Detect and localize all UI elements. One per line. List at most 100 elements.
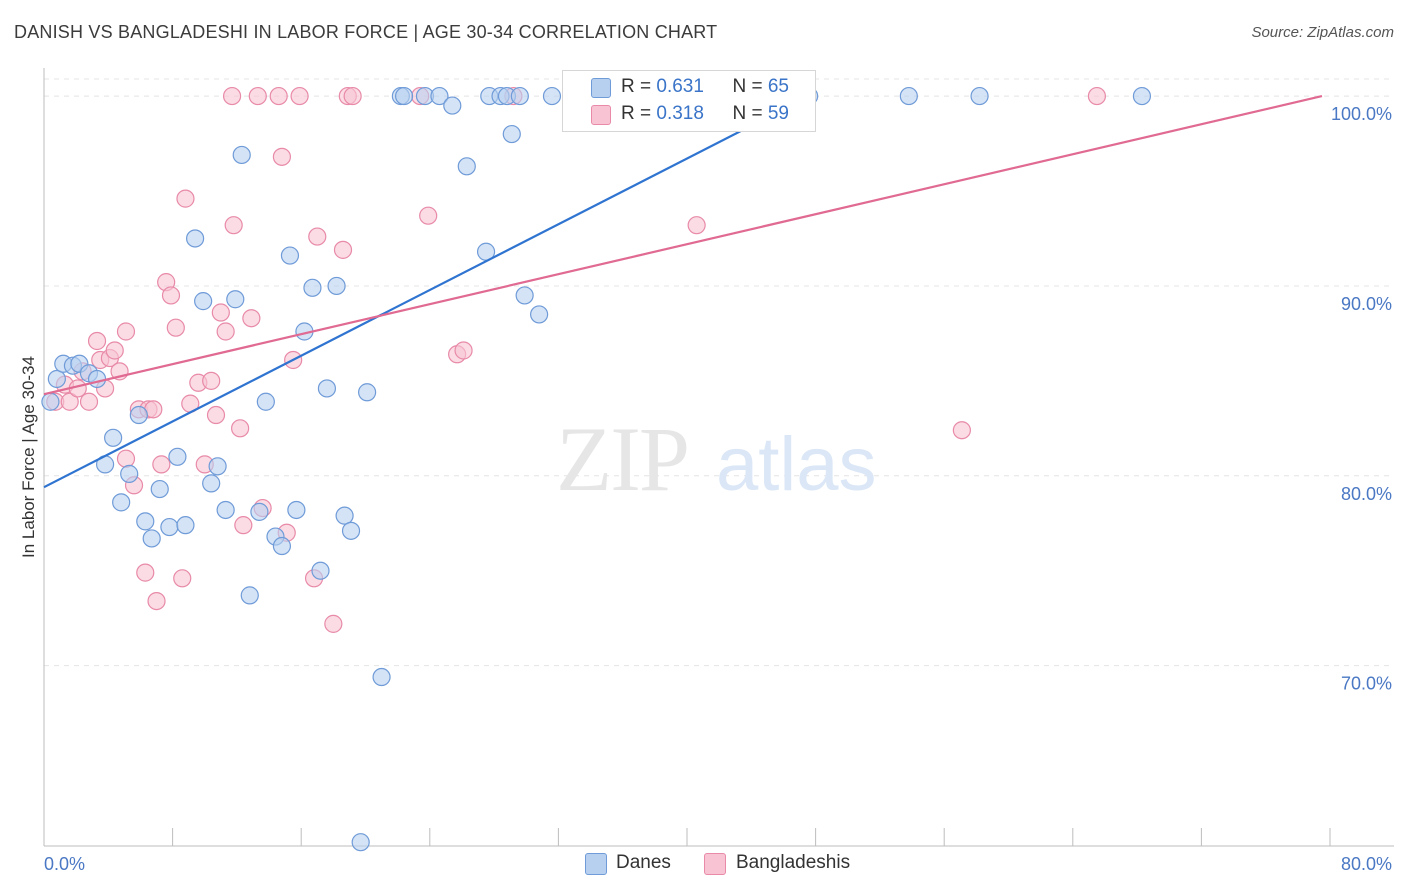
- watermark-atlas: atlas: [716, 422, 877, 507]
- danes-point: [515, 286, 534, 305]
- gridlines: [44, 78, 1394, 667]
- y-tick-labels: 70.0% 80.0% 90.0% 100.0%: [1331, 104, 1392, 694]
- bangladeshis-point: [211, 303, 230, 322]
- bangladeshis-point: [105, 341, 124, 360]
- danes-point: [502, 124, 521, 144]
- bangladeshis-point: [419, 206, 438, 225]
- danes-point: [112, 493, 131, 512]
- bangladeshis-point: [272, 147, 292, 166]
- bangladeshis-point: [248, 86, 267, 106]
- danes-point: [142, 529, 161, 548]
- danes-point: [430, 86, 449, 106]
- bangladeshis-point: [269, 86, 288, 106]
- legend-bangladeshis-r-label: R =: [621, 103, 657, 124]
- bangladeshis-point: [308, 227, 327, 246]
- watermark: ZIP atlas: [556, 408, 877, 510]
- chart-title: DANISH VS BANGLADESHI IN LABOR FORCE | A…: [14, 22, 718, 42]
- bangladeshis-point: [176, 189, 195, 208]
- legend-row-bangladeshis: R = 0.318 N = 59: [621, 103, 789, 125]
- trend-lines: [43, 95, 1323, 489]
- bangladeshis-point: [687, 216, 706, 235]
- watermark-zip: ZIP: [556, 408, 688, 510]
- bangladeshis-point: [234, 516, 253, 535]
- bangladeshis-point: [87, 331, 107, 351]
- danes-point: [150, 479, 169, 499]
- bangladeshis-point: [116, 449, 136, 468]
- danes-point: [168, 447, 187, 466]
- y-tick-label: 100.0%: [1331, 104, 1392, 124]
- bangladeshis-point: [343, 86, 362, 106]
- legend-bangladeshis-n-label: N =: [732, 103, 768, 124]
- danes-point: [510, 86, 529, 106]
- danes-point: [160, 517, 179, 537]
- bangladeshis-point: [242, 309, 261, 328]
- axes: [43, 68, 1394, 847]
- danes-point: [104, 428, 123, 447]
- bottom-legend-danes: Danes: [616, 852, 671, 873]
- danes-point: [232, 145, 251, 165]
- bangladeshis-point: [116, 322, 136, 341]
- danes-point: [208, 457, 227, 476]
- y-tick-label: 90.0%: [1341, 294, 1392, 314]
- danes-point: [303, 278, 322, 297]
- bottom-legend-swatch-danes: [585, 853, 607, 875]
- danes-point: [272, 536, 292, 556]
- danes-point: [256, 392, 275, 411]
- bottom-legend-bangladeshis: Bangladeshis: [736, 852, 851, 873]
- bangladeshis-trend-line: [43, 95, 1323, 396]
- danes-point: [394, 86, 414, 106]
- bangladeshis-point: [952, 421, 971, 440]
- bangladeshis-point: [333, 240, 353, 259]
- legend-bangladeshis-n-value: 59: [767, 103, 789, 124]
- y-tick-label: 80.0%: [1341, 484, 1392, 504]
- bangladeshis-point: [222, 86, 242, 106]
- x-ticks: [43, 828, 1331, 846]
- source-label: Source: ZipAtlas.com: [1251, 24, 1394, 41]
- y-axis-label: In Labor Force | Age 30-34: [19, 356, 38, 558]
- danes-point: [899, 86, 918, 106]
- legend-swatch-bangladeshis: [591, 105, 611, 125]
- bangladeshis-point: [324, 614, 343, 633]
- danes-point: [216, 500, 235, 520]
- danes-point: [129, 405, 148, 425]
- legend-bangladeshis-r-value: 0.318: [656, 103, 704, 124]
- danes-point: [186, 229, 205, 248]
- bangladeshis-point: [79, 392, 99, 411]
- bangladeshis-point: [166, 318, 185, 337]
- legend-danes-r-value: 0.631: [656, 76, 704, 97]
- danes-point: [87, 369, 107, 389]
- danes-point: [136, 512, 155, 531]
- bangladeshis-point: [1087, 86, 1107, 106]
- danes-point: [47, 369, 66, 389]
- bangladeshis-point: [152, 455, 171, 474]
- danes-point: [1132, 86, 1152, 106]
- legend-row-danes: R = 0.631 N = 65: [621, 76, 789, 98]
- danes-point: [250, 502, 269, 521]
- danes-point: [240, 586, 259, 605]
- danes-point: [287, 500, 306, 520]
- bangladeshis-point: [60, 392, 79, 411]
- bangladeshis-point: [224, 216, 243, 235]
- bangladeshis-point: [161, 286, 181, 305]
- danes-point: [358, 383, 377, 402]
- bangladeshis-point: [173, 569, 192, 588]
- y-tick-label: 70.0%: [1341, 674, 1392, 694]
- bangladeshis-point: [290, 86, 309, 106]
- danes-point: [311, 561, 330, 580]
- legend-danes-n-value: 65: [767, 76, 789, 97]
- bangladeshis-point: [136, 563, 155, 582]
- danes-point: [335, 506, 354, 525]
- danes-point: [176, 516, 195, 535]
- danes-point: [341, 521, 361, 540]
- danes-point: [194, 292, 213, 311]
- x-tick-label-max: 80.0%: [1341, 854, 1392, 874]
- bangladeshis-point: [147, 591, 166, 611]
- x-tick-label-min: 0.0%: [44, 854, 85, 874]
- legend-danes-n-label: N =: [732, 76, 768, 97]
- danes-point: [351, 833, 370, 852]
- danes-point: [41, 392, 60, 411]
- danes-point: [372, 667, 391, 687]
- bottom-legend-swatch-bangladeshis: [704, 853, 726, 875]
- legend-danes-r-label: R =: [621, 76, 657, 97]
